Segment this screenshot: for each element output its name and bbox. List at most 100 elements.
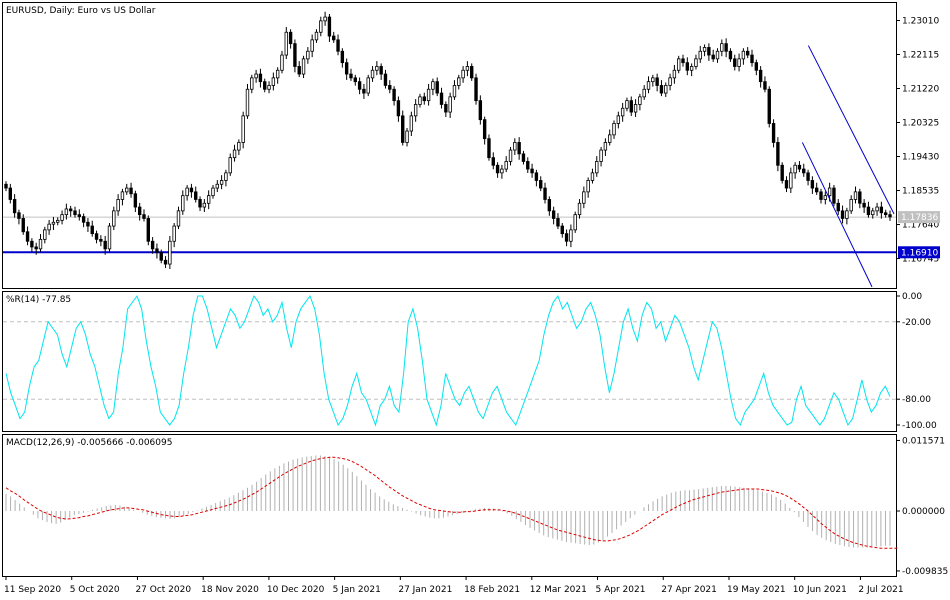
candle-body <box>603 142 608 151</box>
candle-body <box>181 195 185 212</box>
candle-body <box>366 77 370 94</box>
candle-body <box>521 153 526 162</box>
candle-body <box>457 77 461 86</box>
current-price-label: 1.17836 <box>901 213 938 223</box>
candle-body <box>771 123 776 143</box>
candle-body <box>810 180 815 189</box>
candle-body <box>370 69 375 79</box>
candle-body <box>694 58 698 67</box>
candle-body <box>832 187 836 204</box>
candle-body <box>728 50 733 60</box>
candle-body <box>569 229 573 242</box>
candle-body <box>241 115 245 143</box>
candle-body <box>758 69 763 83</box>
candle-body <box>228 157 232 174</box>
candle-body <box>99 238 103 242</box>
date-tick-label: 19 May 2021 <box>727 585 786 595</box>
candle-body <box>871 210 875 216</box>
channel-upper-line <box>807 45 895 215</box>
candle-body <box>582 191 586 204</box>
candle-body <box>677 58 681 71</box>
price-tick-label: 1.21220 <box>902 85 939 95</box>
candle-body <box>163 259 168 265</box>
candle-body <box>176 210 181 227</box>
candle-body <box>137 206 142 216</box>
candle-body <box>254 73 258 79</box>
candle-body <box>25 231 30 242</box>
candle-body <box>94 233 99 240</box>
candle-body <box>668 77 672 86</box>
candle-body <box>819 191 823 200</box>
candle-body <box>293 43 297 67</box>
candle-body <box>539 180 543 189</box>
candle-body <box>112 210 116 227</box>
candle-body <box>564 233 569 242</box>
support-price-label: 1.16910 <box>901 248 938 258</box>
candle-body <box>168 240 172 265</box>
candle-body <box>306 50 310 60</box>
candle-body <box>482 119 487 140</box>
candle-body <box>146 218 150 242</box>
candle-body <box>620 107 625 117</box>
price-tick-label: 1.17640 <box>902 221 939 231</box>
candle-body <box>64 208 69 216</box>
candle-body <box>47 223 51 231</box>
candle-body <box>150 240 155 250</box>
candle-body <box>642 88 646 98</box>
candle-body <box>129 187 133 195</box>
candle-body <box>383 73 388 86</box>
candle-body <box>73 210 77 216</box>
wpr-indicator-title: %R(14) -77.85 <box>6 295 71 305</box>
candle-body <box>120 191 125 200</box>
candle-body <box>689 66 694 71</box>
wpr-tick-label: -100.00 <box>902 421 937 431</box>
candle-body <box>513 142 517 151</box>
date-tick-label: 18 Feb 2021 <box>464 585 520 595</box>
candle-body <box>332 35 336 41</box>
candle-body <box>353 77 357 83</box>
candle-body <box>198 199 202 208</box>
candle-body <box>715 50 720 60</box>
channel-lower-line <box>801 142 873 288</box>
candle-body <box>340 50 345 64</box>
candle-body <box>439 92 444 105</box>
candle-body <box>211 187 215 197</box>
candle-body <box>879 206 884 214</box>
candle-body <box>155 248 159 254</box>
candle-body <box>560 225 564 235</box>
candle-body <box>133 193 138 208</box>
candle-body <box>814 187 819 193</box>
candle-body <box>219 180 224 185</box>
candle-body <box>517 142 521 155</box>
candle-body <box>271 77 276 86</box>
candle-body <box>573 214 577 231</box>
date-tick-label: 12 Mar 2021 <box>530 585 587 595</box>
candle-body <box>444 104 448 113</box>
candle-body <box>556 218 560 227</box>
candle-body <box>77 214 82 217</box>
candle-body <box>51 221 56 225</box>
candle-body <box>21 218 25 233</box>
candle-body <box>375 66 379 71</box>
candle-body <box>319 20 323 33</box>
date-tick-label: 27 Jan 2021 <box>398 585 452 595</box>
price-tick-label: 1.18535 <box>902 187 939 197</box>
candle-body <box>38 238 43 250</box>
date-tick-label: 27 Apr 2021 <box>661 585 717 595</box>
candle-body <box>224 172 228 181</box>
date-tick-label: 5 Oct 2020 <box>70 585 120 595</box>
candle-body <box>426 88 431 102</box>
candle-body <box>388 85 392 90</box>
candle-body <box>470 66 474 79</box>
candle-body <box>612 123 616 136</box>
price-tick-label: 1.16745 <box>902 255 939 265</box>
candle-body <box>142 214 146 219</box>
candle-body <box>853 191 858 200</box>
candle-body <box>478 100 483 121</box>
candle-body <box>702 47 707 52</box>
candle-body <box>125 187 129 193</box>
macd-panel <box>2 434 897 577</box>
candle-body <box>655 77 659 86</box>
candle-body <box>431 81 435 90</box>
candle-body <box>797 164 802 170</box>
